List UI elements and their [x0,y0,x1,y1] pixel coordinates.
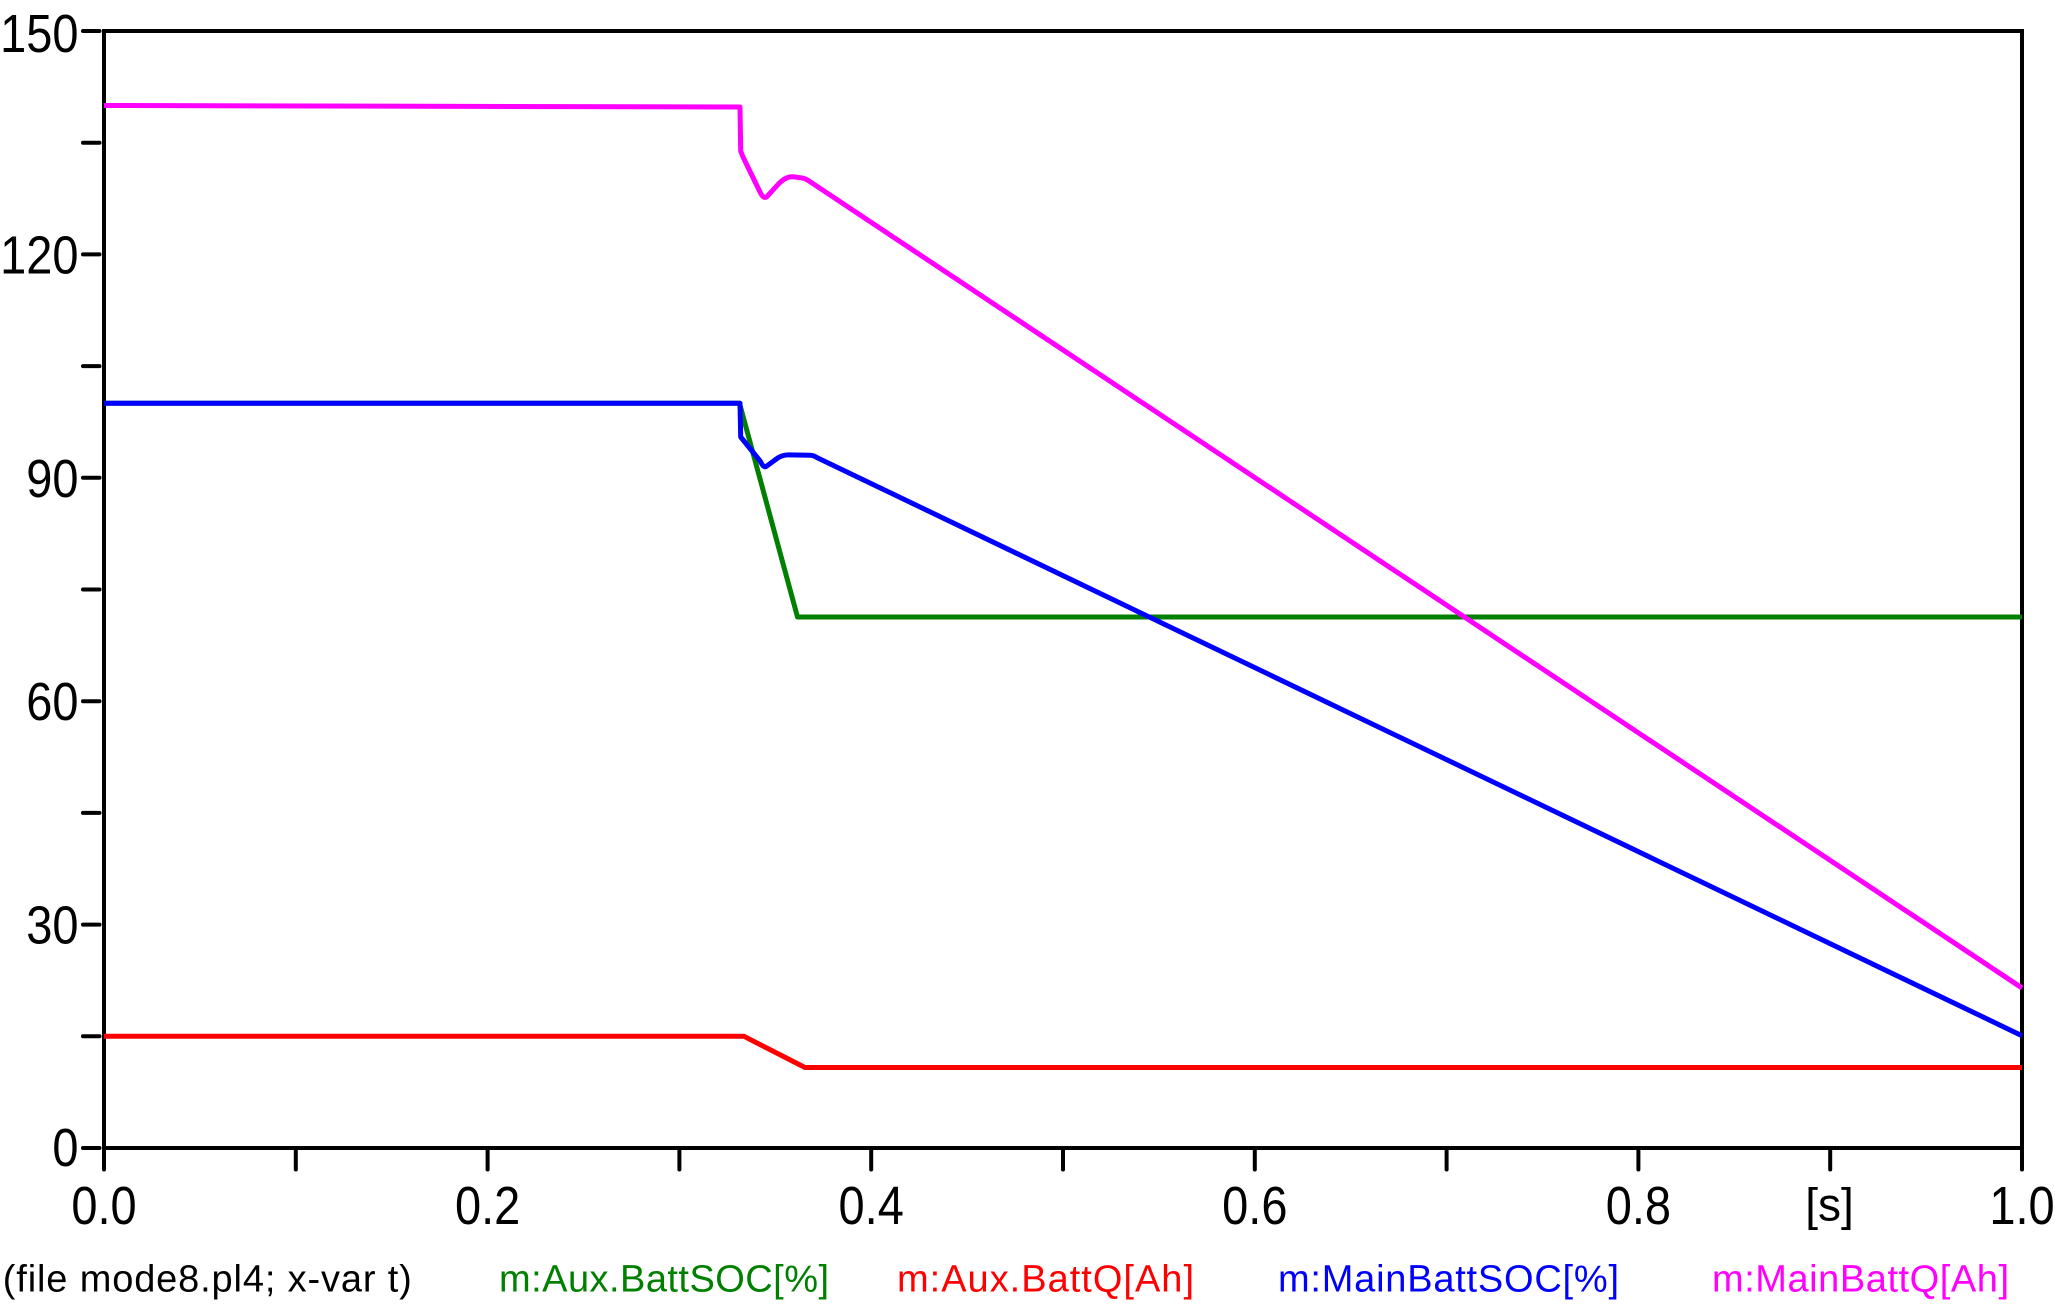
svg-text:[s]: [s] [1805,1179,1854,1231]
svg-text:m:Aux.BattSOC[%]: m:Aux.BattSOC[%] [499,1259,829,1301]
svg-text:90: 90 [26,448,78,509]
svg-text:0.2: 0.2 [455,1175,520,1236]
svg-text:0.4: 0.4 [839,1175,904,1236]
svg-text:0: 0 [52,1117,78,1178]
svg-text:0.8: 0.8 [1606,1175,1671,1236]
svg-text:1.0: 1.0 [1989,1175,2054,1236]
svg-text:120: 120 [0,224,78,285]
svg-text:m:Aux.BattQ[Ah]: m:Aux.BattQ[Ah] [897,1259,1194,1301]
svg-text:30: 30 [26,895,78,956]
svg-text:0.0: 0.0 [71,1175,136,1236]
svg-text:(file mode8.pl4; x-var t): (file mode8.pl4; x-var t) [3,1259,412,1301]
svg-text:0.6: 0.6 [1222,1175,1287,1236]
svg-text:60: 60 [26,671,78,732]
svg-text:m:MainBattSOC[%]: m:MainBattSOC[%] [1278,1259,1619,1301]
svg-text:150: 150 [0,3,78,64]
svg-text:m:MainBattQ[Ah]: m:MainBattQ[Ah] [1712,1259,2009,1301]
